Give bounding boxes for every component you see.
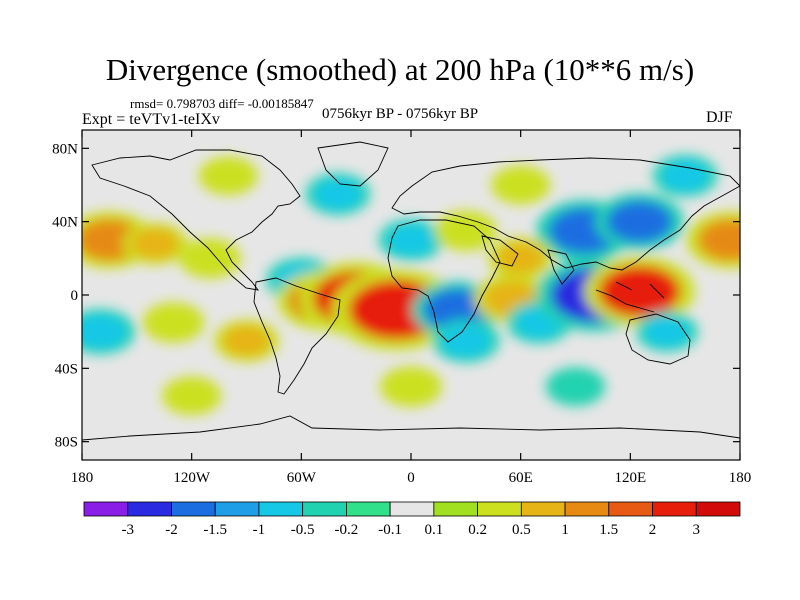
map-panel [81,129,741,461]
y-tick-label: 0 [71,288,79,304]
x-tick-label: 60W [287,470,317,486]
y-tick-label: 40S [55,361,78,377]
colorbar-label: 2 [649,522,657,538]
anomaly-core-22 [313,178,362,210]
anomaly-core-12 [598,265,681,318]
colorbar-label: -0.5 [291,522,315,538]
y-tick-label: 80N [52,141,78,157]
anomaly-core-8 [440,324,491,358]
coast-africa [387,219,501,343]
colorbar-swatch-9 [477,501,522,517]
colorbar: -3 -2 -1.5 -1 -0.5 -0.2 -0.1 0.1 0.2 0.5 1 1.5 2 3 [83,501,741,538]
x-tick-label: 0 [407,470,415,486]
anomaly-core-17 [82,314,127,349]
y-tick-label: 80S [55,435,78,451]
coast-south-america [253,277,341,395]
anomaly-core-29 [496,242,545,274]
colorbar-label: -1 [253,522,266,538]
colorbar-swatch-6 [345,501,391,517]
x-tick-label: 60E [509,470,533,486]
period-label: 0756kyr BP - 0756kyr BP [322,106,479,122]
colorbar-swatch-0 [83,501,129,517]
anomaly-core-26 [388,371,434,402]
x-tick-label: 120E [614,470,646,486]
x-tick-label: 180 [729,470,752,486]
colorbar-swatch-8 [433,501,479,517]
coast-north-america [91,149,301,291]
anomaly-core-25 [206,161,251,191]
anomaly-core-24 [661,160,710,192]
colorbar-label: 0.1 [424,522,443,538]
colorbar-label: -3 [121,522,134,538]
colorbar-swatch-14 [695,501,741,517]
y-tick-label: 40N [52,215,78,231]
anomaly-core-18 [150,307,197,338]
coast-india [547,249,575,285]
colorbar-label: -0.2 [335,522,359,538]
season-label: DJF [706,109,733,126]
colorbar-swatch-3 [214,501,260,517]
anomaly-core-28 [169,381,214,411]
colorbar-label: 1.5 [599,522,618,538]
colorbar-label: 1 [561,522,569,538]
coast-australia [625,313,691,365]
coast-arabia [481,235,519,267]
anomaly-core-20 [387,224,435,256]
anomaly-core-21 [442,215,489,246]
colorbar-label: -2 [165,522,178,538]
coast-eurasia [391,157,740,271]
colorbar-label: 0.5 [512,522,531,538]
colorbar-swatch-13 [652,501,697,517]
colorbar-swatch-2 [171,501,216,517]
anomaly-core-15 [606,200,673,243]
colorbar-swatch-10 [520,501,566,517]
anomaly-core-1 [131,228,180,260]
x-tick-label: 180 [71,470,94,486]
colorbar-label: 0.2 [468,522,487,538]
colorbar-swatch-5 [302,501,347,517]
plot-title: Divergence (smoothed) at 200 hPa (10**6 … [105,52,695,87]
anomaly-field [82,154,740,416]
colorbar-swatch-1 [127,501,172,517]
coast-greenland [317,141,389,187]
x-axis: 180 120W 60W 0 60E 120E 180 [71,130,752,486]
stats-label: rmsd= 0.798703 diff= -0.00185847 [130,96,314,111]
colorbar-swatch-4 [258,501,304,517]
coast-maritime-continent [595,281,665,313]
colorbar-swatch-7 [389,501,435,517]
experiment-label: Expt = teVTv1-teIXv [82,111,220,128]
colorbar-swatch-11 [564,501,610,517]
x-tick-label: 120W [173,470,211,486]
anomaly-core-27 [553,372,598,402]
colorbar-label: -1.5 [203,522,227,538]
anomaly-core-23 [498,170,543,200]
coast-antarctica [82,415,740,441]
anomaly-core-16 [697,219,740,261]
colorbar-label: 3 [693,522,701,538]
colorbar-label: -0.1 [378,522,402,538]
anomaly-core-13 [643,316,690,347]
colorbar-swatch-12 [608,501,653,517]
coastlines [82,141,740,441]
anomaly-core-19 [222,325,271,357]
y-axis: 80N 40N 0 40S 80S [52,141,740,451]
anomaly-core-2 [186,243,233,274]
